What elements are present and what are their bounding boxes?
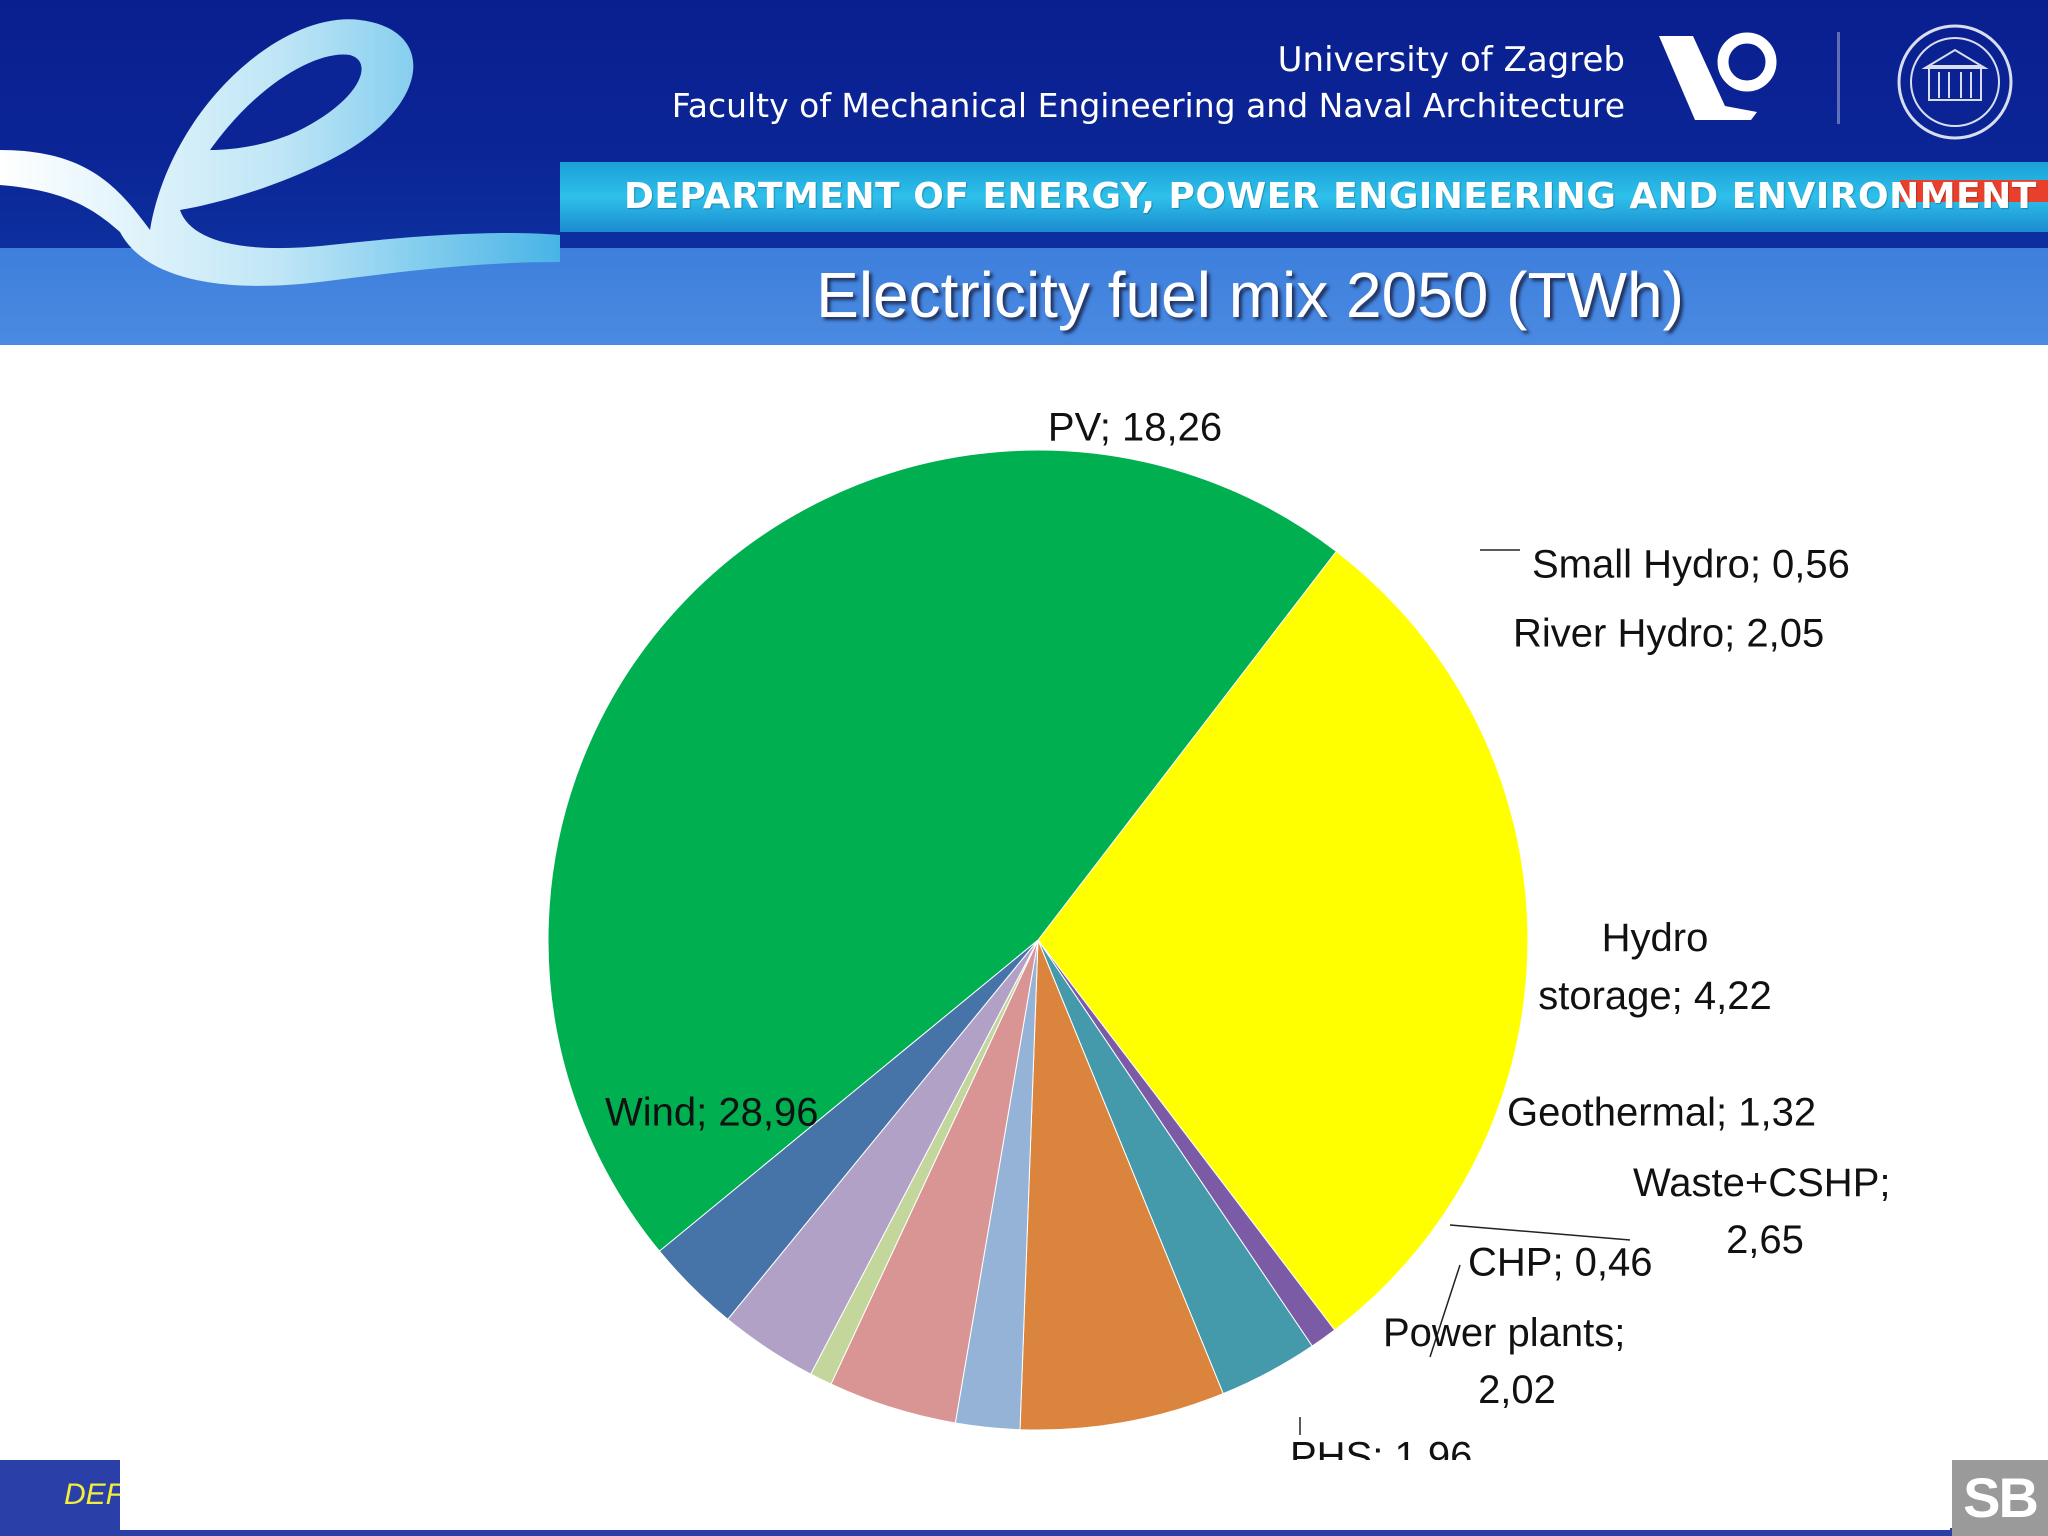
- leader-line-waste-cshp: [1449, 1224, 1631, 1241]
- department-band-accent: [1900, 180, 2048, 202]
- pie-label-geothermal: Geothermal; 1,32: [1507, 1091, 1816, 1135]
- pie-label-power-plants: Power plants; 2,02: [1383, 1311, 1625, 1412]
- slide-header: University of Zagreb Faculty of Mechanic…: [0, 0, 2048, 345]
- university-seal-icon: [1897, 24, 2013, 140]
- watermark-badge: SB: [1952, 1460, 2048, 1536]
- pie-label-small-hydro: Small Hydro; 0,56: [1532, 543, 1850, 587]
- faculty-logo-icon: [1659, 32, 1777, 120]
- logo-divider: [1837, 32, 1840, 124]
- e-logo-icon: [0, 19, 560, 286]
- faculty-name: Faculty of Mechanical Engineering and Na…: [671, 86, 1625, 125]
- footer-bar: [0, 1460, 120, 1536]
- pie-label-wind: Wind; 28,96: [605, 1091, 818, 1135]
- pie-slice-pv: [1037, 550, 1529, 1331]
- pie-slice-wind: [547, 449, 1338, 1252]
- department-name: DEPARTMENT OF ENERGY, POWER ENGINEERING …: [624, 176, 2037, 217]
- pie-slice-hydro-storage: [1019, 939, 1224, 1431]
- footer-text: DEF: [64, 1478, 124, 1511]
- pie-label-phs: PHS; 1,96: [1290, 1435, 1472, 1460]
- pie-label-pv: PV; 18,26: [1048, 406, 1222, 450]
- footer-overlay: [120, 1460, 1950, 1530]
- slide-title: Electricity fuel mix 2050 (TWh): [816, 259, 1684, 331]
- pie-label-hydro-storage: Hydro storage; 4,22: [1538, 916, 1772, 1018]
- pie-chart: PV; 18,26 Small Hydro; 0,56 River Hydro; 2…: [547, 406, 1890, 1460]
- pie-label-waste-cshp: Waste+CSHP; 2,65: [1633, 1161, 1890, 1262]
- department-band: [560, 162, 2048, 232]
- university-name: University of Zagreb: [1277, 40, 1625, 80]
- leader-line-chp: [1429, 1264, 1461, 1358]
- pie-label-river-hydro: River Hydro; 2,05: [1513, 612, 1824, 656]
- pie-label-chp: CHP; 0,46: [1468, 1241, 1653, 1285]
- footer-line: [0, 1528, 2048, 1536]
